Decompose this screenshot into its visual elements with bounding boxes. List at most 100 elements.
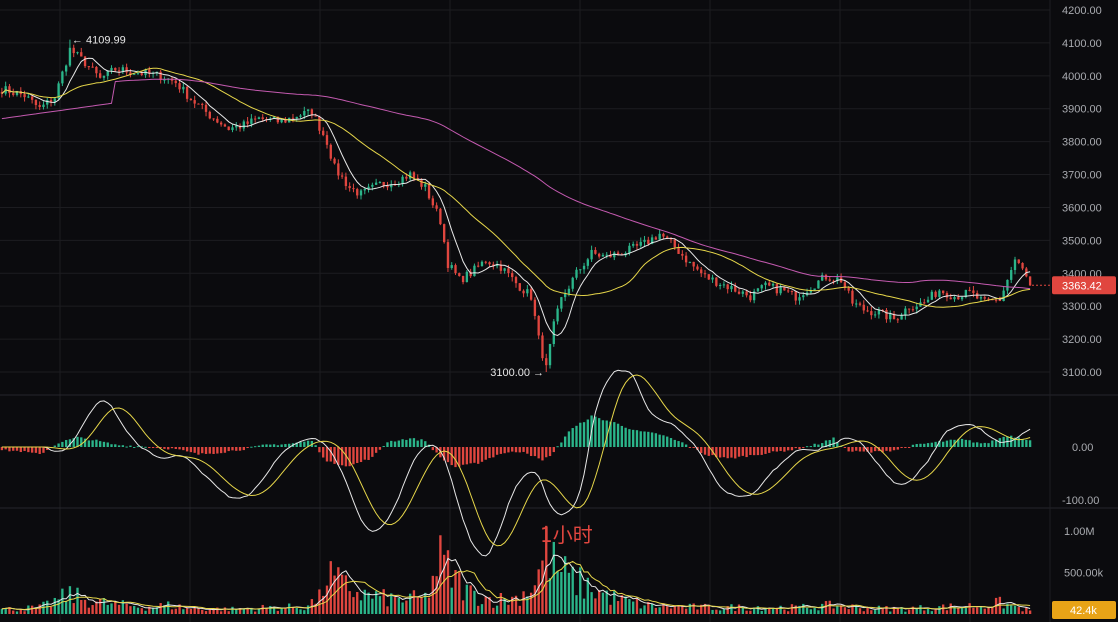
price-tick-label: 3800.00 xyxy=(1062,137,1102,149)
candle xyxy=(677,247,680,254)
high-price-label: ← 4109.99 xyxy=(72,35,126,47)
candle xyxy=(159,71,162,80)
volume-bar xyxy=(715,609,718,614)
macd-histogram-bar xyxy=(393,441,397,447)
volume-bar xyxy=(703,603,707,614)
candle xyxy=(900,315,903,320)
macd-histogram-bar xyxy=(889,447,892,452)
candle xyxy=(787,290,790,292)
volume-bar xyxy=(605,590,608,614)
volume-bar xyxy=(526,596,529,614)
candle xyxy=(68,47,72,66)
macd-histogram-bar xyxy=(235,447,238,451)
volume-bar xyxy=(976,607,979,614)
candle xyxy=(802,295,805,298)
volume-bar xyxy=(454,570,457,614)
macd-histogram-bar xyxy=(915,444,918,447)
macd-histogram-bar xyxy=(794,447,797,449)
candle xyxy=(560,297,563,309)
volume-bar xyxy=(322,595,325,614)
macd-histogram-bar xyxy=(76,436,79,447)
volume-bar xyxy=(246,608,249,614)
candle xyxy=(1002,290,1005,302)
volume-bar xyxy=(934,609,937,614)
volume-tick-label: 1.00M xyxy=(1064,526,1095,538)
volume-bar xyxy=(295,608,298,614)
macd-histogram-bar xyxy=(945,440,949,447)
volume-bar xyxy=(873,610,877,614)
volume-bar xyxy=(53,597,56,614)
macd-histogram-bar xyxy=(775,447,779,452)
macd-histogram-bar xyxy=(405,439,408,447)
macd-histogram-bar xyxy=(46,447,49,450)
volume-bar xyxy=(371,598,374,614)
candle xyxy=(968,289,971,291)
macd-histogram-bar xyxy=(824,440,828,447)
candle xyxy=(363,188,366,191)
candle xyxy=(117,70,121,72)
candle xyxy=(322,130,325,136)
volume-bar xyxy=(469,585,472,614)
macd-histogram-bar xyxy=(492,447,495,458)
volume-bar xyxy=(968,603,971,614)
macd-histogram-bar xyxy=(609,421,612,447)
candle xyxy=(957,297,960,300)
volume-bar xyxy=(208,609,211,614)
volume-bar xyxy=(303,610,306,614)
macd-histogram-bar xyxy=(673,439,676,447)
volume-bar xyxy=(858,608,862,614)
last-volume-badge xyxy=(1052,601,1116,619)
candle xyxy=(915,306,918,310)
macd-histogram-bar xyxy=(325,447,329,462)
macd-histogram-bar xyxy=(556,446,559,448)
volume-bar xyxy=(136,607,140,614)
candle xyxy=(416,177,419,180)
macd-histogram-bar xyxy=(764,447,767,454)
candle xyxy=(828,279,831,281)
candle xyxy=(817,280,820,289)
candle xyxy=(594,249,597,254)
volume-bar xyxy=(1002,608,1005,614)
candle xyxy=(242,121,245,129)
last-volume-label: 42.4k xyxy=(1070,605,1097,617)
macd-histogram-bar xyxy=(110,444,113,447)
volume-bar xyxy=(824,601,828,614)
volume-bar xyxy=(412,590,416,614)
volume-bar xyxy=(518,605,521,614)
macd-histogram-bar xyxy=(756,447,760,456)
macd-histogram-bar xyxy=(968,440,971,447)
volume-bar xyxy=(12,610,15,614)
volume-bar xyxy=(227,611,230,614)
volume-bar xyxy=(129,606,132,614)
macd-histogram-bar xyxy=(102,441,106,447)
volume-bar xyxy=(121,600,125,614)
candle xyxy=(30,96,34,100)
volume-bar xyxy=(216,607,219,614)
macd-histogram-bar xyxy=(862,447,865,452)
macd-histogram-bar xyxy=(923,443,926,447)
macd-histogram-bar xyxy=(208,447,211,454)
macd-histogram-bar xyxy=(167,447,170,450)
volume-bar xyxy=(677,605,680,614)
volume-bar xyxy=(1010,605,1013,614)
candle xyxy=(934,291,937,297)
candle xyxy=(813,288,816,291)
volume-bar xyxy=(979,606,983,614)
macd-histogram-bar xyxy=(314,445,317,447)
volume-bar xyxy=(681,606,684,614)
macd-histogram-bar xyxy=(911,444,915,447)
macd-histogram-bar xyxy=(813,443,816,447)
volume-bar xyxy=(647,601,650,614)
macd-histogram-bar xyxy=(450,447,453,466)
volume-bar xyxy=(866,607,869,614)
volume-bar xyxy=(511,596,514,614)
macd-histogram-bar xyxy=(650,432,654,447)
volume-bar xyxy=(805,607,809,614)
volume-bar xyxy=(144,610,147,614)
candle xyxy=(597,253,601,257)
macd-histogram-bar xyxy=(340,447,344,466)
volume-bar xyxy=(272,607,276,614)
candle xyxy=(756,288,760,292)
price-tick-label: 3300.00 xyxy=(1062,301,1102,313)
